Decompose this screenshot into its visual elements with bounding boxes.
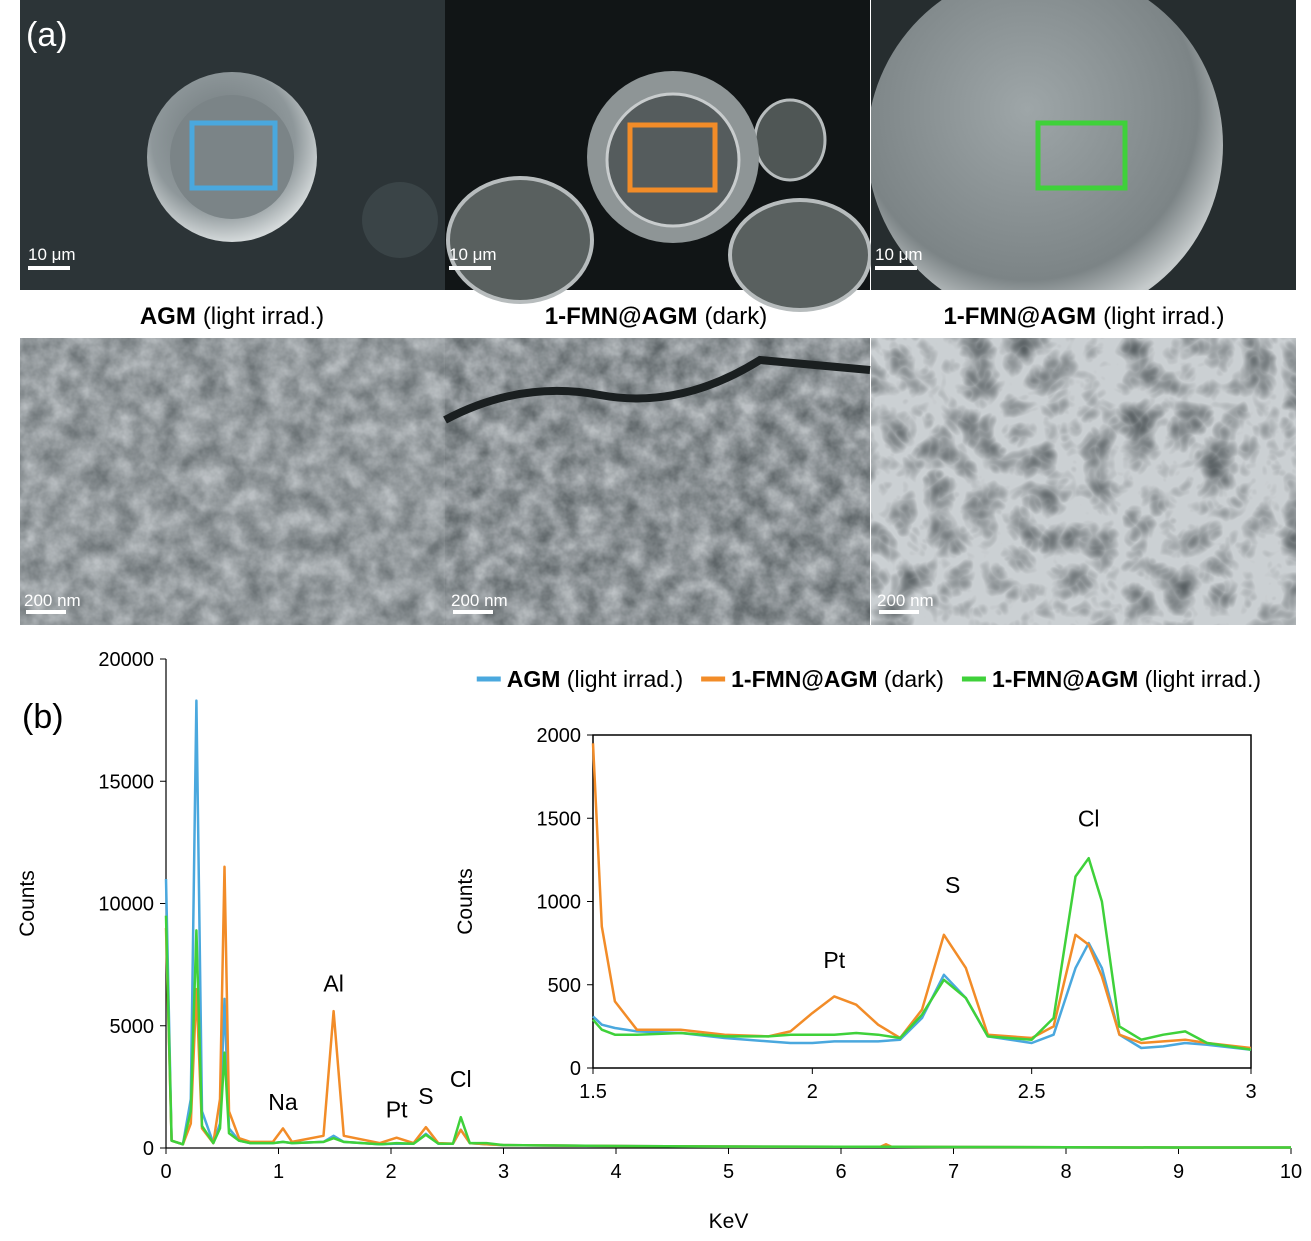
roi-box: [189, 120, 278, 191]
x-tick-label: 3: [1245, 1081, 1256, 1103]
caption-bold: AGM: [140, 303, 196, 330]
sem-texture: [871, 338, 1296, 625]
x-tick-label: 4: [610, 1161, 621, 1183]
caption-rest: (dark): [705, 303, 768, 330]
caption-rest: (light irrad.): [1103, 303, 1224, 330]
x-tick-label: 1.5: [579, 1081, 607, 1103]
particle: [871, 0, 1223, 290]
caption-rest: (light irrad.): [203, 303, 324, 330]
particle: [446, 176, 594, 304]
y-tick-label: 500: [548, 975, 581, 997]
x-tick-label: 1: [273, 1161, 284, 1183]
y-tick-label: 0: [570, 1058, 581, 1080]
y-axis-label: Counts: [454, 868, 477, 935]
caption-bold: 1-FMN@AGM: [545, 303, 698, 330]
y-tick-label: 0: [143, 1138, 154, 1160]
x-tick-label: 0: [160, 1161, 171, 1183]
scale-bar-label: 200 nm: [24, 591, 81, 610]
y-axis-label: Counts: [16, 870, 39, 937]
series-line: [592, 856, 1252, 1051]
peak-label: Cl: [1078, 806, 1100, 832]
sem-texture: [20, 338, 445, 625]
sem-bottom-row: 200 nm 200 nm 200 nm: [20, 338, 1296, 625]
x-tick-label: 7: [948, 1161, 959, 1183]
legend: AGM (light irrad.) 1-FMN@AGM (dark) 1-FMN@…: [476, 666, 1261, 692]
y-tick-label: 20000: [98, 649, 154, 671]
particle: [753, 98, 827, 182]
peak-label: Na: [268, 1089, 298, 1115]
scale-bar-label: 10 μm: [875, 245, 923, 264]
caption: AGM (light irrad.): [140, 303, 324, 330]
x-tick-label: 2: [807, 1081, 818, 1103]
panel-label: (b): [22, 698, 64, 736]
series-line: [164, 915, 1291, 1149]
scale-bar-label: 200 nm: [877, 591, 934, 610]
roi-box: [627, 122, 718, 193]
x-tick-label: 6: [835, 1161, 846, 1183]
peak-label: Al: [323, 971, 343, 997]
sem-texture: [445, 338, 870, 625]
y-tick-label: 10000: [98, 894, 154, 916]
sem-top-row: (a) 10 μm 10 μm 10 μm: [20, 0, 1296, 312]
particle: [728, 198, 872, 312]
particle-core: [605, 92, 741, 228]
roi-box: [1035, 120, 1128, 191]
legend-label: 1-FMN@AGM (dark): [731, 666, 944, 692]
captions: AGM (light irrad.) 1-FMN@AGM (dark) 1-FMN@…: [140, 303, 1225, 330]
y-tick-label: 1500: [537, 808, 582, 830]
series-line: [591, 743, 1252, 1050]
y-tick-label: 5000: [110, 1016, 155, 1038]
peak-label: Cl: [450, 1066, 472, 1092]
peak-label: S: [945, 872, 960, 898]
peak-label: S: [418, 1083, 433, 1109]
legend-label: AGM (light irrad.): [507, 666, 683, 692]
x-tick-label: 8: [1060, 1161, 1071, 1183]
x-tick-label: 10: [1280, 1161, 1302, 1183]
y-tick-label: 2000: [537, 725, 582, 747]
caption: 1-FMN@AGM (dark): [545, 303, 767, 330]
x-axis-label: KeV: [709, 1210, 749, 1233]
x-tick-label: 2.5: [1018, 1081, 1046, 1103]
legend-label: 1-FMN@AGM (light irrad.): [992, 666, 1261, 692]
y-tick-label: 15000: [98, 771, 154, 793]
crack: [443, 355, 871, 424]
caption-bold: 1-FMN@AGM: [943, 303, 1096, 330]
caption: 1-FMN@AGM (light irrad.): [943, 303, 1224, 330]
particle: [362, 182, 438, 258]
y-tick-label: 1000: [537, 892, 582, 914]
scale-bar-label: 10 μm: [449, 245, 497, 264]
x-tick-label: 9: [1173, 1161, 1184, 1183]
x-tick-label: 5: [723, 1161, 734, 1183]
x-tick-label: 2: [385, 1161, 396, 1183]
x-tick-label: 3: [498, 1161, 509, 1183]
scale-bar-label: 200 nm: [451, 591, 508, 610]
peak-label: Pt: [386, 1096, 408, 1122]
peak-label: Pt: [823, 947, 845, 973]
scale-bar-label: 10 μm: [28, 245, 76, 264]
panel-label: (a): [26, 16, 68, 54]
